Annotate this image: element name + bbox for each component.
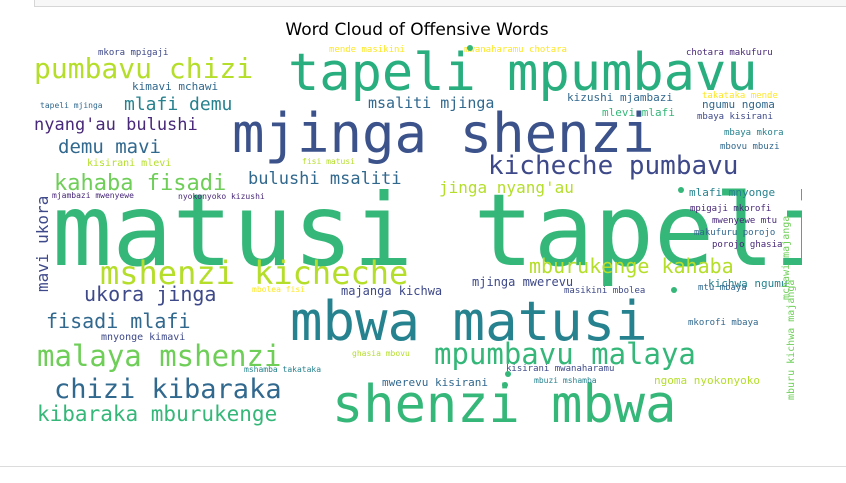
- cloud-dot: [505, 371, 511, 377]
- word-pumbavu-chizi: pumbavu chizi: [34, 52, 253, 85]
- word-mbwa-matusi: mbwa matusi: [290, 290, 648, 353]
- word-nyang-au-bulushi: nyang'au bulushi: [34, 115, 198, 135]
- word-kahaba-fisadi: kahaba fisadi: [54, 171, 226, 196]
- word-mkora-mpigaji: mkora mpigaji: [98, 48, 168, 58]
- word-nyokonyoko-kizushi: nyokonyoko kizushi: [178, 192, 265, 201]
- word-mburukenge-kahaba: mburukenge kahaba: [529, 254, 734, 278]
- word-fisadi-mlafi: fisadi mlafi: [46, 309, 191, 333]
- word-jinga-nyang-au: jinga nyang'au: [439, 178, 574, 197]
- word-mjinga-mwerevu: mjinga mwerevu: [472, 275, 573, 289]
- word-mpigaji-mkorofi: mpigaji mkorofi: [690, 204, 771, 214]
- word-mburu-kichwa-majanga: mburu kichwa majanga: [786, 280, 797, 400]
- word-takataka-mende: takataka mende: [702, 91, 778, 101]
- word-mlafi-demu: mlafi demu: [124, 94, 232, 115]
- word-mbolea-fisi: mbolea fisi: [252, 285, 305, 294]
- word-mnyonge-kimavi: mnyonge kimavi: [101, 332, 185, 343]
- word-msaliti-mjinga: msaliti mjinga: [368, 94, 494, 112]
- word-mwenyewe-mtu: mwenyewe mtu: [712, 216, 777, 226]
- word-mchawi-majanga: mchawi majanga: [781, 216, 792, 300]
- word-ngumu-ngoma: ngumu ngoma: [702, 98, 775, 111]
- word-chizi-kibaraka: chizi kibaraka: [54, 374, 282, 405]
- cloud-dot: [502, 382, 508, 388]
- cloud-dot: [678, 187, 684, 193]
- word-kimavi-mchawi: kimavi mchawi: [132, 80, 218, 93]
- word-kizushi-mjambazi: kizushi mjambazi: [567, 91, 673, 104]
- word-mbaya-kisirani: mbaya kisirani: [697, 112, 773, 122]
- word-mjinga-shenzi: mjinga shenzi: [232, 102, 655, 165]
- word-mwanaharamu-chotara: mwanaharamu chotara: [464, 45, 567, 55]
- word-mjambazi-mwenyewe: mjambazi mwenyewe: [52, 191, 134, 200]
- word-fisi-matusi: fisi matusi: [302, 157, 355, 166]
- word-makufuru-porojo: makufuru porojo: [694, 228, 775, 238]
- word-mpumbavu-malaya: mpumbavu malaya: [434, 337, 696, 371]
- previous-cell-output: [34, 0, 846, 7]
- word-mlevi-mlafi: mlevi mlafi: [602, 106, 675, 119]
- word-porojo-ghasia: porojo ghasia: [712, 240, 782, 250]
- word-mende-masikini: mende masikini: [329, 45, 405, 55]
- word-ghasia-mbovu: ghasia mbovu: [352, 349, 410, 358]
- word-masikini-mbolea: masikini mbolea: [564, 286, 645, 296]
- word-malaya-mshenzi: malaya mshenzi: [37, 339, 281, 373]
- cloud-dot: [467, 45, 473, 51]
- word-chotara-makufuru: chotara makufuru: [686, 48, 773, 58]
- word-kichwa-ngumu: kichwa ngumu: [708, 277, 787, 290]
- word-kibaraka-mburukenge: kibaraka mburukenge: [37, 402, 277, 426]
- word-kicheche-pumbavu: kicheche pumbavu: [488, 151, 738, 181]
- cloud-dot: [671, 287, 677, 293]
- word-mshenzi-kicheche: mshenzi kicheche: [100, 254, 408, 292]
- word-tapeli-mpumbavu: tapeli mpumbavu: [288, 43, 758, 103]
- word-matusi-tapeli: matusi tapeli: [52, 172, 802, 289]
- word-mbovu-mbuzi: mbovu mbuzi: [720, 142, 780, 152]
- word-mavi-ukora: mavi ukora: [33, 196, 52, 292]
- word-mbuzi-mshamba: mbuzi mshamba: [534, 376, 597, 385]
- word-kisirani-mwanaharamu: kisirani mwanaharamu: [506, 364, 614, 374]
- chart-title: Word Cloud of Offensive Words: [285, 20, 549, 40]
- word-majanga-kichwa: majanga kichwa: [341, 284, 442, 298]
- word-ukora-jinga: ukora jinga: [84, 282, 216, 306]
- word-mkorofi-mbaya: mkorofi mbaya: [688, 318, 758, 328]
- word-mwerevu-kisirani: mwerevu kisirani: [382, 376, 488, 389]
- divider: [0, 466, 846, 467]
- word-kisirani-mlevi: kisirani mlevi: [87, 158, 171, 169]
- word-ngoma-nyokonyoko: ngoma nyokonyoko: [654, 374, 760, 387]
- word-mshamba-takataka: mshamba takataka: [244, 365, 321, 374]
- word-bulushi-msaliti: bulushi msaliti: [248, 169, 402, 189]
- word-mbaya-mkora: mbaya mkora: [724, 128, 784, 138]
- word-mtu-mbaya: mtu mbaya: [698, 283, 747, 293]
- word-demu-mavi: demu mavi: [58, 136, 161, 158]
- word-tapeli-mjinga: tapeli mjinga: [40, 101, 103, 110]
- word-mlafi-mnyonge: mlafi mnyonge: [689, 186, 775, 199]
